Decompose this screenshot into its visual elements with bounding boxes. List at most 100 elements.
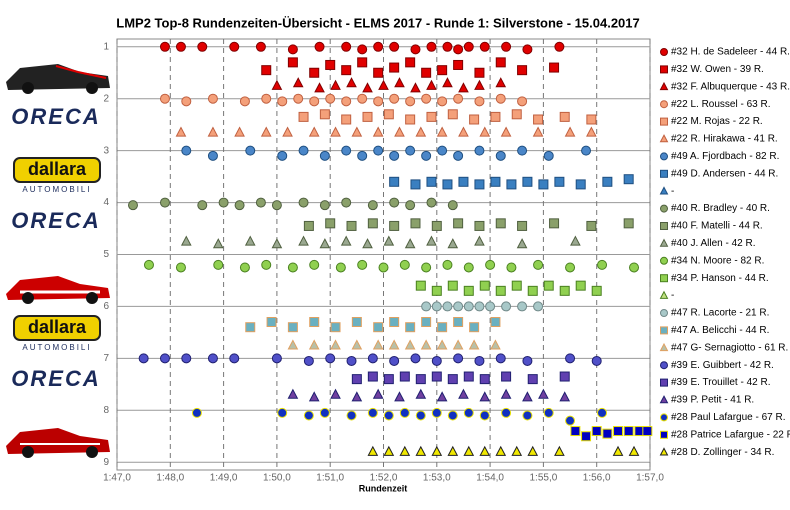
data-point — [495, 353, 506, 364]
data-point — [410, 179, 421, 190]
data-point — [506, 179, 517, 190]
data-point — [517, 145, 528, 156]
data-point — [399, 371, 410, 382]
data-point — [229, 353, 240, 364]
y-tick-label: 6 — [103, 301, 109, 312]
y-tick-label: 3 — [103, 145, 109, 156]
data-point — [159, 93, 170, 104]
data-point — [357, 93, 368, 104]
data-point — [516, 238, 528, 249]
data-point — [357, 150, 368, 161]
data-point — [570, 235, 581, 246]
data-point — [421, 67, 432, 78]
data-point — [266, 317, 277, 328]
data-point — [197, 200, 208, 211]
data-point — [469, 114, 480, 125]
data-point — [495, 77, 507, 88]
data-point — [490, 111, 501, 122]
data-point — [372, 339, 384, 350]
data-point — [351, 126, 363, 137]
data-point — [612, 445, 624, 456]
data-point — [543, 280, 554, 291]
data-point — [261, 65, 272, 76]
data-point — [453, 317, 464, 328]
logo-text: ORECA — [11, 208, 100, 233]
data-point — [330, 126, 341, 137]
data-point — [325, 353, 336, 364]
data-point — [426, 41, 437, 52]
legend-label: #32 F. Albuquerque - 43 R. — [671, 81, 790, 92]
data-point — [415, 280, 426, 291]
data-point — [447, 238, 459, 249]
data-point — [239, 262, 250, 273]
data-point — [357, 259, 368, 270]
data-point — [527, 445, 539, 456]
data-point — [453, 150, 464, 161]
data-point — [181, 353, 192, 364]
legend-label: #28 D. Zollinger - 34 R. — [671, 447, 774, 458]
data-point — [207, 126, 219, 137]
data-point — [319, 238, 331, 249]
data-point — [431, 407, 442, 418]
data-point — [405, 57, 416, 68]
data-point — [372, 126, 384, 137]
legend-marker — [660, 309, 668, 317]
data-point — [522, 176, 533, 187]
y-tick-label: 4 — [103, 197, 109, 208]
data-point — [559, 371, 570, 382]
data-point — [559, 111, 570, 122]
data-point — [474, 179, 485, 190]
series — [261, 57, 560, 78]
data-point — [143, 259, 154, 270]
logo-text: ORECA — [11, 104, 100, 129]
data-point — [564, 126, 576, 137]
data-point — [575, 280, 586, 291]
data-point — [308, 339, 320, 350]
data-point — [549, 218, 560, 229]
data-point — [325, 218, 336, 229]
data-point — [554, 176, 565, 187]
legend-marker — [660, 65, 668, 74]
data-point — [181, 96, 192, 107]
data-point — [341, 41, 352, 52]
data-point — [389, 197, 400, 208]
data-point — [405, 200, 416, 211]
data-point — [532, 126, 544, 137]
data-point — [437, 145, 448, 156]
data-point — [426, 176, 437, 187]
data-point — [234, 126, 245, 137]
data-point — [463, 301, 474, 312]
data-point — [330, 322, 341, 333]
data-point — [474, 220, 485, 231]
data-point — [394, 126, 405, 137]
data-point — [341, 96, 352, 107]
series — [191, 407, 608, 426]
data-point — [570, 426, 581, 437]
data-point — [431, 220, 442, 231]
data-point — [308, 126, 320, 137]
data-point — [426, 197, 437, 208]
data-point — [517, 301, 528, 312]
logo-car — [6, 64, 110, 94]
data-point — [495, 445, 507, 456]
data-point — [271, 79, 283, 90]
data-point — [175, 126, 187, 137]
legend-marker — [660, 256, 668, 265]
data-point — [362, 82, 373, 93]
data-point — [175, 41, 186, 52]
x-tick-label: 1:50,0 — [263, 473, 291, 484]
series — [570, 426, 653, 442]
data-point — [367, 407, 378, 418]
data-point — [533, 114, 544, 125]
data-point — [533, 301, 544, 312]
logo-text: AUTOMOBILI — [22, 185, 91, 194]
x-tick-label: 1:48,0 — [156, 473, 184, 484]
data-point — [490, 339, 501, 350]
data-point — [468, 339, 480, 350]
data-point — [410, 82, 421, 93]
series — [138, 353, 602, 366]
data-point — [341, 197, 352, 208]
data-point — [308, 391, 320, 402]
series — [175, 126, 597, 137]
data-point — [490, 317, 501, 328]
